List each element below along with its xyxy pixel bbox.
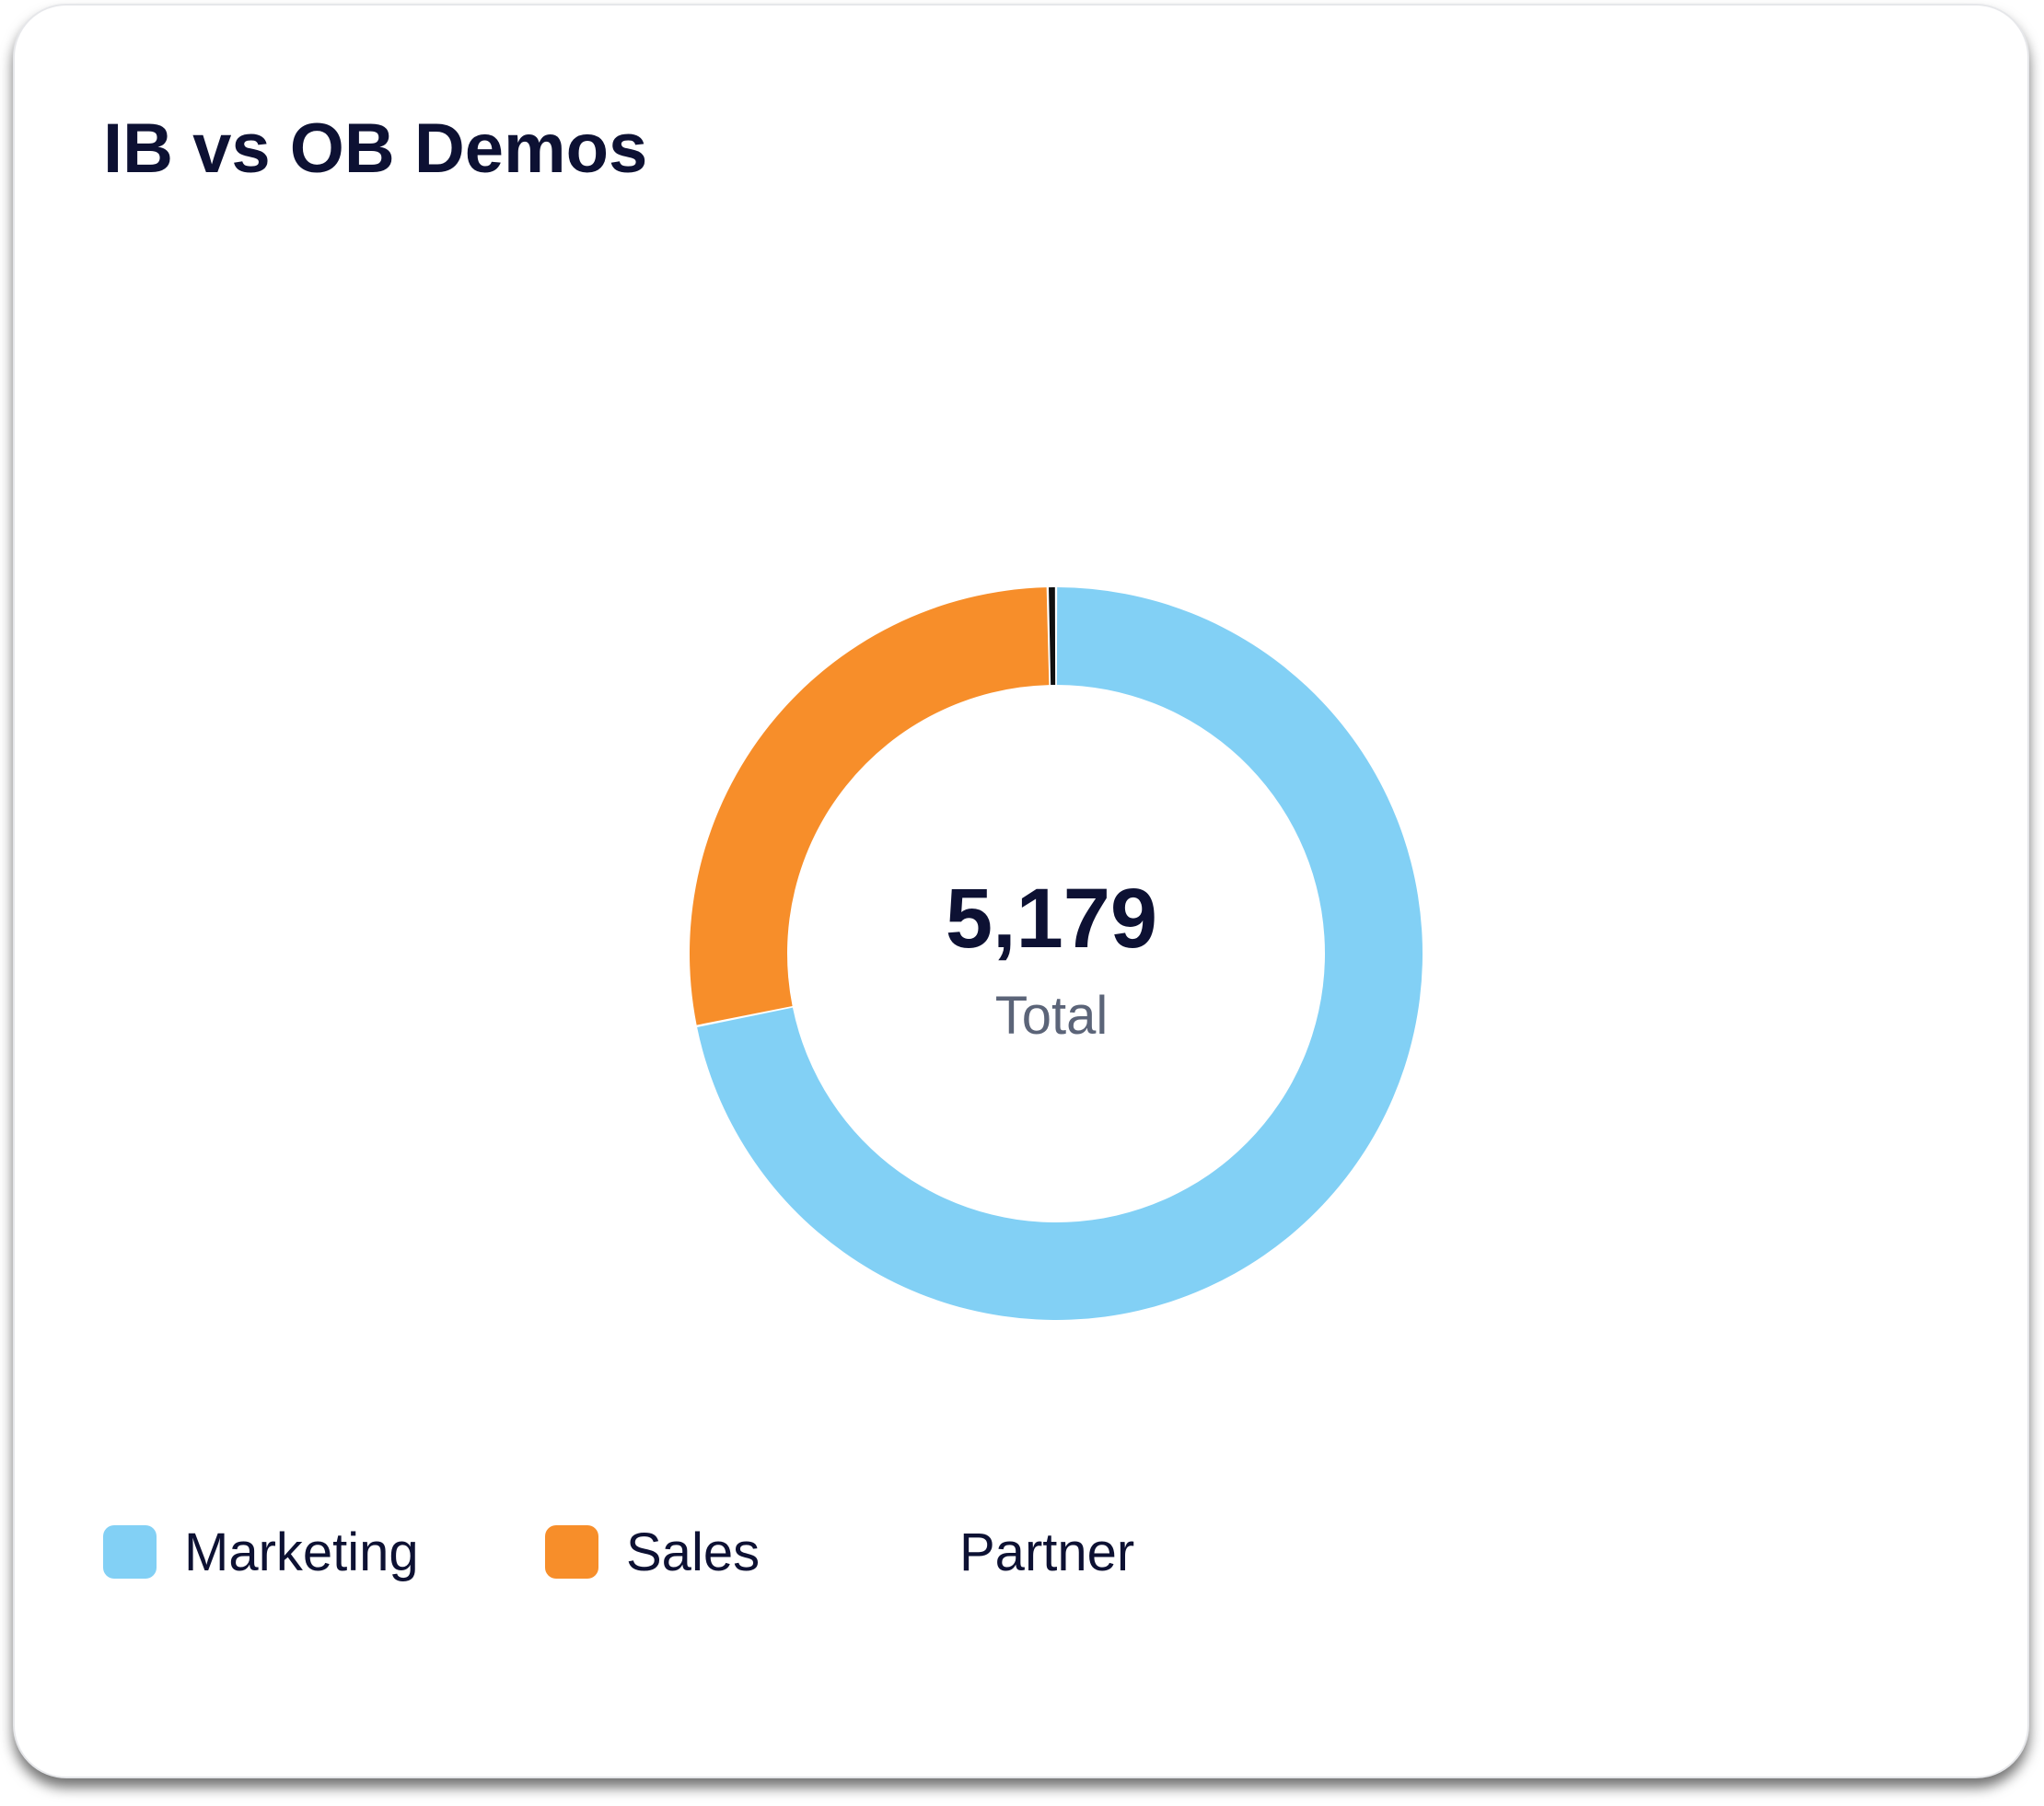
legend-item-sales[interactable]: Sales xyxy=(545,1515,760,1589)
chart-card: IB vs OB Demos 5,179 Total Marketing Sal… xyxy=(13,4,2029,1778)
legend-item-partner[interactable]: Partner xyxy=(959,1515,1134,1589)
card-title: IB vs OB Demos xyxy=(103,110,648,188)
donut-slice-sales[interactable] xyxy=(690,587,1050,1025)
legend-item-marketing[interactable]: Marketing xyxy=(103,1515,419,1589)
total-label: Total xyxy=(994,986,1109,1046)
legend-swatch-sales xyxy=(545,1525,598,1579)
legend-label-sales: Sales xyxy=(626,1522,761,1582)
legend-swatch-marketing xyxy=(103,1525,157,1579)
total-value: 5,179 xyxy=(945,872,1158,966)
legend-label-partner: Partner xyxy=(959,1522,1135,1582)
donut-chart xyxy=(690,587,1423,1320)
legend-label-marketing: Marketing xyxy=(184,1522,419,1582)
chart-area xyxy=(15,6,2031,1780)
donut-slice-partner[interactable] xyxy=(1049,587,1056,686)
